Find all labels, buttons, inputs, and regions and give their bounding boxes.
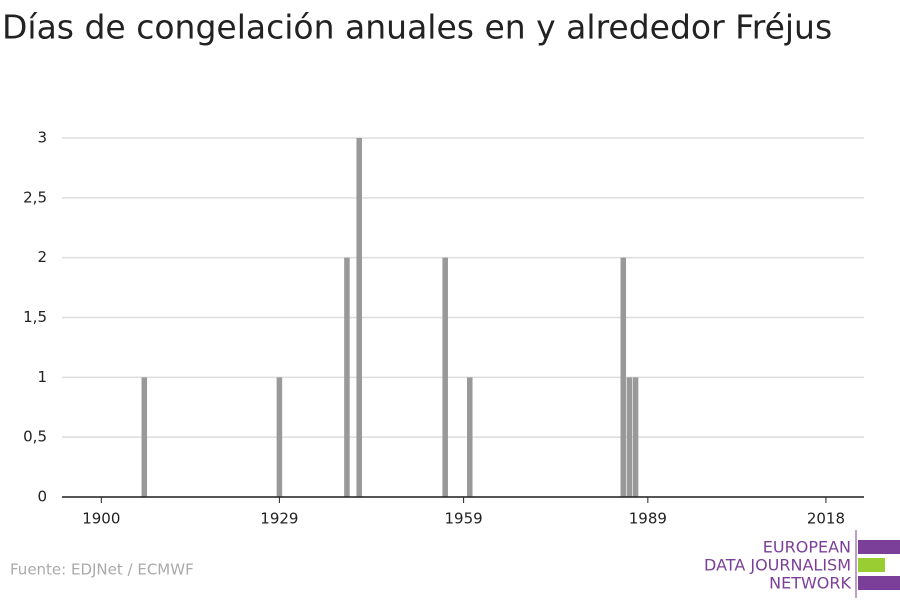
y-tick-label: 0,5 xyxy=(23,428,47,446)
logo-bar xyxy=(858,540,900,554)
x-tick-label: 2018 xyxy=(807,510,845,528)
logo-text: DATA JOURNALISM xyxy=(704,556,851,575)
bar xyxy=(626,377,633,497)
x-tick-label: 1900 xyxy=(82,510,120,528)
y-tick-label: 0 xyxy=(37,488,47,506)
bar xyxy=(632,377,639,497)
bar xyxy=(620,257,627,497)
y-tick-label: 2,5 xyxy=(23,188,47,206)
chart-title: Días de congelación anuales en y alreded… xyxy=(2,8,832,47)
bar xyxy=(141,377,148,497)
bar xyxy=(344,257,350,497)
bar xyxy=(356,138,362,497)
y-tick-label: 1,5 xyxy=(23,308,47,326)
bar xyxy=(466,377,473,497)
logo-bar xyxy=(858,558,885,572)
y-tick-label: 1 xyxy=(37,368,47,386)
source: Fuente: EDJNet / ECMWF xyxy=(10,561,194,579)
x-tick-label: 1929 xyxy=(260,510,298,528)
y-tick-label: 2 xyxy=(37,248,47,266)
logo-text: EUROPEAN xyxy=(763,538,851,557)
y-tick-label: 3 xyxy=(37,129,47,147)
logo-text: NETWORK xyxy=(769,574,851,593)
x-tick-label: 1959 xyxy=(445,510,483,528)
bar xyxy=(276,377,283,497)
x-tick-label: 1989 xyxy=(629,510,667,528)
logo: EUROPEAN DATA JOURNALISM NETWORK xyxy=(704,530,900,598)
bar xyxy=(442,257,448,497)
logo-bar xyxy=(858,576,900,590)
